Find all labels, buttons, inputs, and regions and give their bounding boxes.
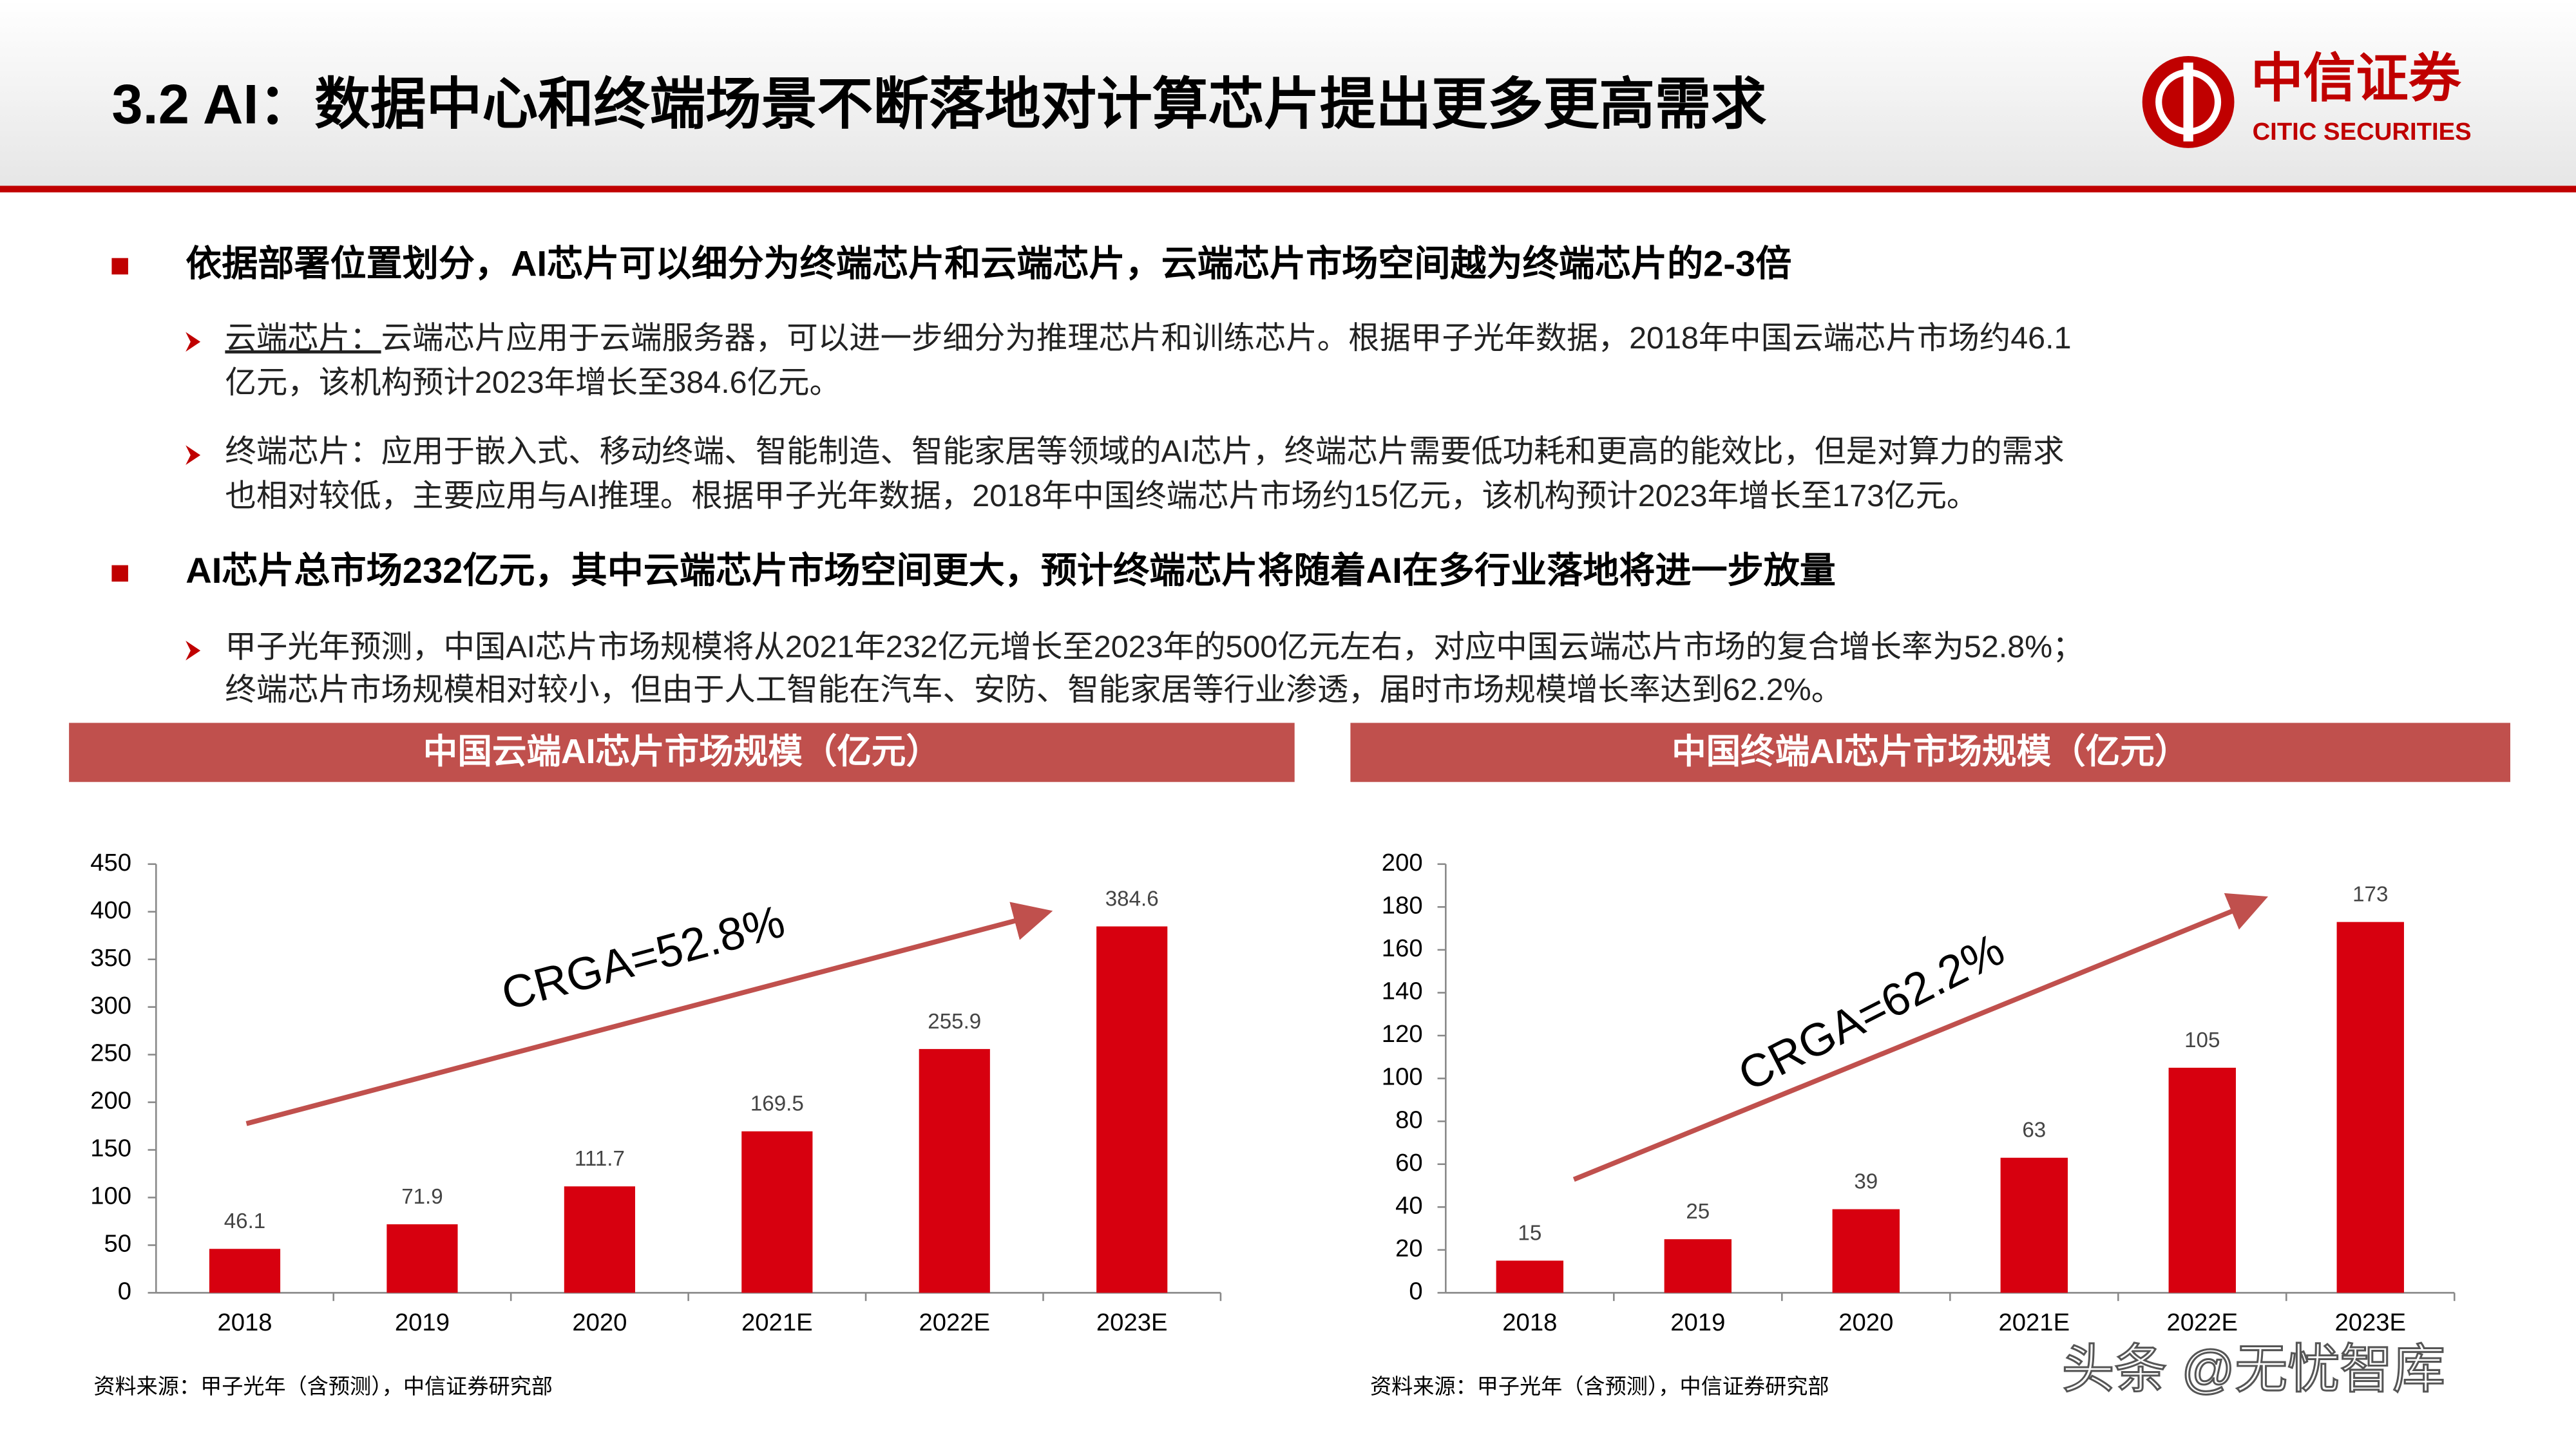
logo-bar — [2183, 62, 2193, 142]
sub-text: 云端芯片应用于云端服务器，可以进一步细分为推理芯片和训练芯片。根据甲子光年数据，… — [381, 321, 2072, 355]
y-tick-label: 250 — [90, 1039, 131, 1067]
x-tick-label: 2018 — [1502, 1309, 1557, 1336]
x-tick-label: 2019 — [395, 1309, 450, 1336]
y-tick-label: 60 — [1395, 1149, 1423, 1177]
y-tick-label: 120 — [1382, 1020, 1423, 1048]
x-tick-label: 2022E — [2166, 1309, 2238, 1336]
value-label: 384.6 — [1105, 887, 1159, 911]
chart-title: 中国终端AI芯片市场规模（亿元） — [1672, 732, 2189, 771]
y-tick-label: 350 — [90, 944, 131, 972]
sub-marker — [186, 445, 201, 466]
value-label: 71.9 — [401, 1185, 443, 1209]
value-label: 46.1 — [224, 1209, 266, 1233]
chart-title: 中国云端AI芯片市场规模（亿元） — [423, 732, 940, 771]
bar — [564, 1186, 635, 1293]
y-tick-label: 100 — [1382, 1063, 1423, 1091]
annotation: CRGA=62.2% — [1730, 923, 2012, 1101]
y-tick-label: 50 — [104, 1230, 131, 1258]
sub-marker — [186, 332, 201, 352]
annotation: CRGA=52.8% — [496, 895, 790, 1020]
value-label: 15 — [1518, 1221, 1541, 1245]
watermark: 头条 @无忧智库 — [2062, 1340, 2445, 1399]
bullet-text: AI芯片总市场232亿元，其中云端芯片市场空间更大，预计终端芯片将随着AI在多行… — [186, 550, 1836, 591]
bar — [2336, 922, 2404, 1293]
y-tick-label: 80 — [1395, 1106, 1423, 1133]
x-tick-label: 2019 — [1670, 1309, 1725, 1336]
bullet-marker — [111, 565, 128, 582]
value-label: 39 — [1854, 1170, 1878, 1194]
x-tick-label: 2021E — [1998, 1309, 2070, 1336]
y-tick-label: 180 — [1382, 891, 1423, 919]
sub-text: 亿元，该机构预计2023年增长至384.6亿元。 — [225, 365, 841, 400]
sub-marker — [186, 640, 201, 661]
x-tick-label: 2021E — [741, 1309, 813, 1336]
source-note: 资料来源：甲子光年（含预测），中信证券研究部 — [1370, 1375, 1829, 1399]
logo-cn: 中信证券 — [2251, 49, 2462, 108]
y-tick-label: 100 — [90, 1182, 131, 1210]
x-tick-label: 2018 — [217, 1309, 272, 1336]
sub-text: 终端芯片：应用于嵌入式、移动终端、智能制造、智能家居等领域的AI芯片，终端芯片需… — [225, 434, 2064, 469]
y-tick-label: 20 — [1395, 1235, 1423, 1262]
sub-text: 也相对较低，主要应用与AI推理。根据甲子光年数据，2018年中国终端芯片市场约1… — [225, 478, 1978, 513]
y-tick-label: 450 — [90, 849, 131, 876]
x-tick-label: 2023E — [2334, 1309, 2406, 1336]
bar — [1664, 1239, 1732, 1293]
logo-en: CITIC SECURITIES — [2253, 118, 2472, 146]
bar — [1096, 926, 1168, 1293]
source-note: 资料来源：甲子光年（含预测），中信证券研究部 — [93, 1375, 553, 1399]
y-tick-label: 0 — [118, 1278, 131, 1305]
bullet-marker — [111, 258, 128, 275]
x-tick-label: 2022E — [919, 1309, 990, 1336]
y-tick-label: 160 — [1382, 934, 1423, 962]
logo: 中信证券 CITIC SECURITIES — [2142, 49, 2472, 148]
y-tick-label: 200 — [90, 1087, 131, 1115]
value-label: 105 — [2184, 1028, 2220, 1052]
bar — [386, 1224, 458, 1293]
x-tick-label: 2020 — [572, 1309, 627, 1336]
chart-header — [1350, 723, 2510, 782]
trend-arrow — [1572, 893, 2268, 1182]
value-label: 63 — [2022, 1119, 2046, 1142]
y-tick-label: 150 — [90, 1135, 131, 1162]
bar — [209, 1249, 281, 1293]
y-tick-label: 40 — [1395, 1191, 1423, 1219]
bar — [1496, 1260, 1564, 1293]
y-tick-label: 140 — [1382, 978, 1423, 1005]
value-label: 173 — [2352, 883, 2388, 907]
x-tick-label: 2020 — [1838, 1309, 1893, 1336]
title: 3.2 AI：数据中心和终端场景不断落地对计算芯片提出更多更高需求 — [111, 74, 1766, 136]
y-tick-label: 300 — [90, 992, 131, 1019]
y-tick-label: 400 — [90, 896, 131, 924]
header-rule — [0, 185, 2576, 193]
bar — [919, 1048, 990, 1293]
chart-header — [69, 723, 1295, 782]
y-tick-label: 0 — [1409, 1278, 1422, 1305]
bar — [741, 1131, 813, 1293]
bar — [2000, 1157, 2068, 1293]
bar — [2168, 1067, 2236, 1293]
bullet-text: 依据部署位置划分，AI芯片可以细分为终端芯片和云端芯片，云端芯片市场空间越为终端… — [186, 243, 1791, 283]
value-label: 25 — [1686, 1200, 1710, 1224]
sub-text: 终端芯片市场规模相对较小，但由于人工智能在汽车、安防、智能家居等行业渗透，届时市… — [225, 672, 1842, 707]
value-label: 111.7 — [575, 1147, 625, 1171]
value-label: 255.9 — [928, 1010, 981, 1034]
sub-text: 甲子光年预测，中国AI芯片市场规模将从2021年232亿元增长至2023年的50… — [225, 629, 2083, 664]
sub-label: 云端芯片： — [225, 321, 381, 355]
bar — [1832, 1209, 1900, 1293]
x-tick-label: 2023E — [1096, 1309, 1168, 1336]
value-label: 169.5 — [750, 1092, 804, 1116]
trend-arrow — [245, 902, 1053, 1126]
y-tick-label: 200 — [1382, 849, 1423, 876]
